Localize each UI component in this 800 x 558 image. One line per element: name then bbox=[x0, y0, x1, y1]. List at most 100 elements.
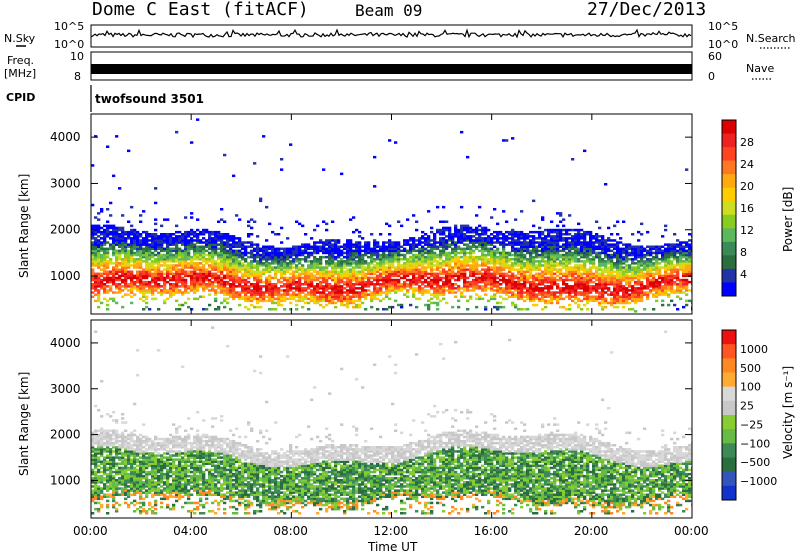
heatmap-cell bbox=[112, 266, 115, 269]
heatmap-cell bbox=[559, 246, 562, 249]
heatmap-cell bbox=[409, 256, 412, 259]
heatmap-cell bbox=[130, 264, 133, 267]
heatmap-cell bbox=[625, 287, 628, 290]
heatmap-cell bbox=[223, 306, 226, 309]
heatmap-cell bbox=[247, 252, 250, 255]
heatmap-cell bbox=[562, 279, 565, 282]
heatmap-cell bbox=[577, 248, 580, 251]
heatmap-cell bbox=[178, 308, 181, 311]
heatmap-cell bbox=[163, 254, 166, 256]
heatmap-cell bbox=[496, 231, 499, 234]
heatmap-cell bbox=[364, 273, 367, 276]
heatmap-cell bbox=[505, 235, 508, 238]
heatmap-cell bbox=[622, 285, 625, 288]
heatmap-cell bbox=[526, 241, 529, 244]
heatmap-cell bbox=[568, 233, 571, 236]
heatmap-cell bbox=[481, 237, 484, 240]
heatmap-cell bbox=[445, 271, 448, 274]
heatmap-cell bbox=[478, 256, 481, 259]
heatmap-cell bbox=[511, 273, 514, 276]
heatmap-cell bbox=[442, 260, 445, 263]
heatmap-cell bbox=[397, 304, 400, 307]
heatmap-cell bbox=[100, 237, 103, 240]
heatmap-cell bbox=[154, 266, 157, 269]
heatmap-cell bbox=[280, 304, 283, 307]
heatmap-cell bbox=[610, 254, 613, 256]
heatmap-cell bbox=[238, 218, 241, 221]
heatmap-cell bbox=[562, 306, 565, 309]
heatmap-cell bbox=[433, 268, 436, 271]
heatmap-cell bbox=[556, 212, 559, 215]
heatmap-cell bbox=[436, 273, 439, 276]
heatmap-cell bbox=[166, 298, 169, 301]
heatmap-cell bbox=[379, 254, 382, 256]
heatmap-cell bbox=[316, 277, 319, 280]
heatmap-cell bbox=[640, 223, 643, 226]
heatmap-cell bbox=[172, 264, 175, 267]
heatmap-cell bbox=[529, 281, 532, 284]
heatmap-cell bbox=[499, 237, 502, 240]
heatmap-cell bbox=[109, 237, 112, 240]
heatmap-cell bbox=[157, 291, 160, 294]
heatmap-cell bbox=[262, 291, 265, 294]
heatmap-cell bbox=[193, 239, 196, 242]
heatmap-cell bbox=[502, 306, 505, 309]
heatmap-cell bbox=[370, 233, 373, 236]
heatmap-cell bbox=[442, 221, 445, 224]
heatmap-cell bbox=[544, 285, 547, 288]
heatmap-cell bbox=[331, 243, 334, 246]
heatmap-cell bbox=[169, 233, 172, 236]
heatmap-cell bbox=[628, 293, 631, 296]
heatmap-cell bbox=[304, 243, 307, 246]
heatmap-cell bbox=[250, 218, 253, 221]
heatmap-cell bbox=[301, 306, 304, 309]
heatmap-cell bbox=[241, 262, 244, 265]
heatmap-cell bbox=[340, 250, 343, 253]
heatmap-cell bbox=[439, 250, 442, 253]
heatmap-cell bbox=[433, 273, 436, 276]
heatmap-cell bbox=[193, 262, 196, 265]
heatmap-cell bbox=[259, 306, 262, 309]
heatmap-cell bbox=[547, 277, 550, 280]
heatmap-cell bbox=[577, 229, 580, 232]
heatmap-cell bbox=[259, 285, 262, 288]
heatmap-cell bbox=[433, 233, 436, 236]
heatmap-cell bbox=[112, 225, 115, 228]
heatmap-cell bbox=[121, 289, 124, 292]
heatmap-cell bbox=[208, 279, 211, 282]
heatmap-cell bbox=[370, 281, 373, 284]
heatmap-cell bbox=[475, 227, 478, 230]
heatmap-cell bbox=[349, 268, 352, 271]
heatmap-cell bbox=[307, 260, 310, 263]
heatmap-cell bbox=[430, 227, 433, 230]
heatmap-cell bbox=[640, 233, 643, 236]
heatmap-cell bbox=[139, 239, 142, 242]
heatmap-cell bbox=[580, 300, 583, 303]
heatmap-cell bbox=[322, 241, 325, 244]
heatmap-cell bbox=[283, 283, 286, 286]
heatmap-cell bbox=[415, 243, 418, 246]
heatmap-cell bbox=[280, 252, 283, 255]
heatmap-cell bbox=[211, 237, 214, 240]
heatmap-cell bbox=[523, 254, 526, 256]
heatmap-cell bbox=[355, 241, 358, 244]
heatmap-cell bbox=[238, 291, 241, 294]
heatmap-cell bbox=[577, 223, 580, 226]
heatmap-cell bbox=[622, 221, 625, 224]
heatmap-cell bbox=[253, 264, 256, 267]
heatmap-cell bbox=[442, 298, 445, 301]
heatmap-cell bbox=[298, 258, 301, 261]
heatmap-cell bbox=[262, 135, 265, 138]
heatmap-cell bbox=[289, 260, 292, 263]
heatmap-cell bbox=[628, 264, 631, 267]
heatmap-cell bbox=[352, 216, 355, 219]
heatmap-cell bbox=[604, 260, 607, 263]
heatmap-cell bbox=[514, 239, 517, 242]
heatmap-cell bbox=[406, 279, 409, 282]
heatmap-cell bbox=[415, 239, 418, 242]
heatmap-cell bbox=[241, 285, 244, 288]
heatmap-cell bbox=[166, 289, 169, 292]
heatmap-cell bbox=[94, 216, 97, 219]
heatmap-cell bbox=[466, 256, 469, 259]
heatmap-cell bbox=[100, 241, 103, 244]
